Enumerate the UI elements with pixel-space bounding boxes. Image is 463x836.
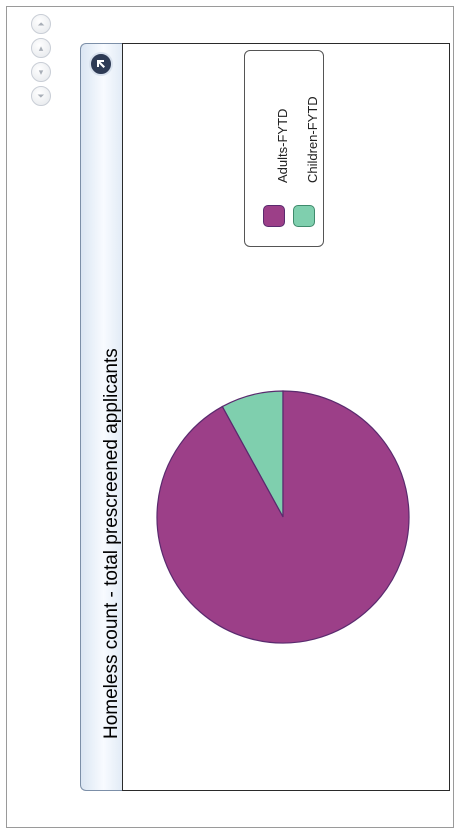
legend-swatch-adults [263,205,285,227]
nav-previous-button[interactable]: ▴ [31,38,51,58]
legend-label-children: Children-FYTD [305,96,320,183]
legend: Adults-FYTD Children-FYTD [244,50,324,247]
nav-last-button[interactable]: ⏷ [31,86,51,106]
back-arrow-icon [97,60,105,68]
legend-label-adults: Adults-FYTD [275,108,290,183]
panel-header [80,43,122,791]
back-button[interactable] [89,52,113,76]
first-icon: ⏶ [37,18,45,29]
nav-first-button[interactable]: ⏶ [31,14,51,34]
chevron-down-icon: ▾ [38,66,44,77]
pie-slice-adults[interactable] [156,390,410,644]
legend-swatch-children [293,205,315,227]
chevron-up-icon: ▴ [38,42,44,53]
last-icon: ⏷ [37,90,45,101]
nav-next-button[interactable]: ▾ [31,62,51,82]
